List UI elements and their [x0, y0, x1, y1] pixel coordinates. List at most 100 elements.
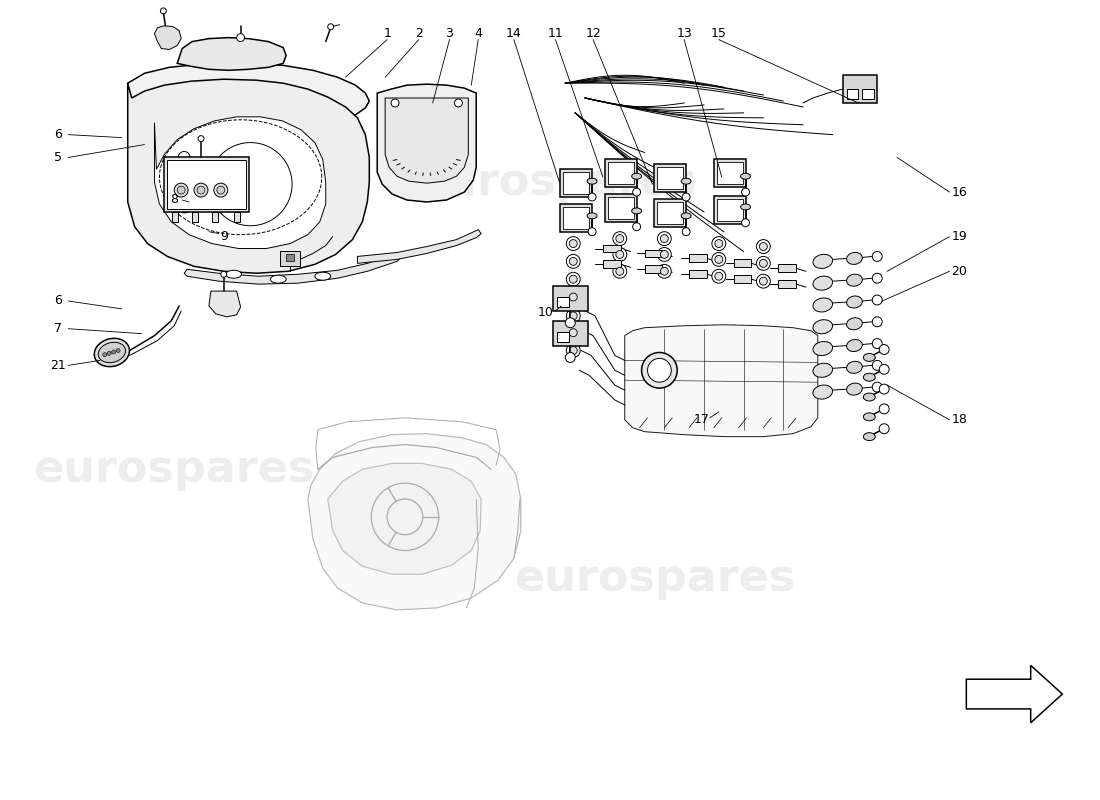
- Ellipse shape: [454, 99, 462, 107]
- Ellipse shape: [95, 338, 130, 366]
- Ellipse shape: [879, 404, 889, 414]
- Ellipse shape: [740, 174, 750, 179]
- Ellipse shape: [872, 274, 882, 283]
- Polygon shape: [966, 666, 1063, 722]
- Ellipse shape: [566, 326, 580, 340]
- Ellipse shape: [616, 267, 624, 275]
- Text: 15: 15: [711, 27, 727, 40]
- Bar: [658, 167, 683, 189]
- Bar: [212, 212, 218, 222]
- Bar: [734, 275, 751, 283]
- Ellipse shape: [872, 338, 882, 349]
- Text: 11: 11: [548, 27, 563, 40]
- Bar: [603, 245, 620, 253]
- Ellipse shape: [632, 188, 640, 196]
- Polygon shape: [177, 38, 286, 70]
- Ellipse shape: [658, 232, 671, 246]
- Ellipse shape: [715, 240, 723, 247]
- Bar: [608, 197, 634, 219]
- Ellipse shape: [566, 290, 580, 304]
- Ellipse shape: [613, 247, 627, 262]
- Ellipse shape: [847, 274, 862, 286]
- Ellipse shape: [648, 358, 671, 382]
- Polygon shape: [154, 26, 182, 50]
- Polygon shape: [128, 79, 370, 274]
- Text: 6: 6: [55, 128, 63, 141]
- Ellipse shape: [209, 142, 293, 226]
- Ellipse shape: [226, 270, 242, 278]
- Bar: [717, 162, 743, 184]
- Ellipse shape: [182, 201, 187, 207]
- Ellipse shape: [570, 240, 578, 247]
- Ellipse shape: [213, 183, 228, 197]
- Bar: [164, 158, 249, 212]
- Bar: [173, 212, 178, 222]
- Ellipse shape: [271, 275, 286, 283]
- Ellipse shape: [175, 195, 194, 213]
- Bar: [558, 297, 570, 307]
- Ellipse shape: [757, 274, 770, 288]
- Polygon shape: [377, 84, 476, 202]
- Ellipse shape: [759, 278, 768, 285]
- Ellipse shape: [631, 174, 641, 179]
- Ellipse shape: [759, 259, 768, 267]
- Text: 19: 19: [952, 230, 967, 243]
- Ellipse shape: [847, 383, 862, 395]
- Ellipse shape: [570, 293, 578, 301]
- Ellipse shape: [178, 174, 190, 186]
- Bar: [689, 254, 707, 262]
- Bar: [192, 212, 198, 222]
- Ellipse shape: [872, 382, 882, 392]
- Ellipse shape: [566, 343, 580, 358]
- Ellipse shape: [392, 99, 399, 107]
- Ellipse shape: [813, 320, 833, 334]
- Ellipse shape: [864, 433, 876, 441]
- Ellipse shape: [632, 222, 640, 230]
- Ellipse shape: [112, 350, 115, 354]
- Text: 3: 3: [446, 27, 453, 40]
- Ellipse shape: [660, 234, 669, 242]
- Ellipse shape: [658, 247, 671, 262]
- Bar: [280, 251, 300, 266]
- Ellipse shape: [847, 339, 862, 351]
- Polygon shape: [358, 230, 481, 263]
- Ellipse shape: [570, 346, 578, 354]
- Bar: [862, 89, 874, 99]
- Ellipse shape: [813, 298, 833, 312]
- Ellipse shape: [682, 193, 690, 201]
- Text: 18: 18: [952, 414, 967, 426]
- Ellipse shape: [712, 237, 726, 250]
- Bar: [558, 332, 570, 342]
- Bar: [603, 260, 620, 268]
- Ellipse shape: [616, 250, 624, 258]
- Ellipse shape: [315, 272, 331, 280]
- Ellipse shape: [872, 317, 882, 326]
- Text: 16: 16: [952, 186, 967, 198]
- Polygon shape: [308, 434, 520, 610]
- Ellipse shape: [813, 254, 833, 269]
- Text: 20: 20: [952, 265, 967, 278]
- Ellipse shape: [872, 295, 882, 305]
- Bar: [286, 254, 294, 262]
- Ellipse shape: [613, 264, 627, 278]
- Polygon shape: [385, 98, 469, 183]
- Ellipse shape: [813, 276, 833, 290]
- Bar: [717, 199, 743, 221]
- Text: eurospares: eurospares: [415, 161, 696, 204]
- Ellipse shape: [566, 237, 580, 250]
- Bar: [847, 89, 858, 99]
- Ellipse shape: [879, 424, 889, 434]
- Ellipse shape: [217, 186, 224, 194]
- Ellipse shape: [616, 234, 624, 242]
- Ellipse shape: [102, 353, 107, 357]
- Bar: [645, 266, 662, 274]
- Ellipse shape: [757, 257, 770, 270]
- Polygon shape: [625, 325, 817, 437]
- Ellipse shape: [174, 183, 188, 197]
- Ellipse shape: [198, 136, 204, 142]
- Text: 2: 2: [415, 27, 422, 40]
- Bar: [645, 250, 662, 258]
- Ellipse shape: [660, 250, 669, 258]
- Text: 1: 1: [383, 27, 392, 40]
- Ellipse shape: [570, 275, 578, 283]
